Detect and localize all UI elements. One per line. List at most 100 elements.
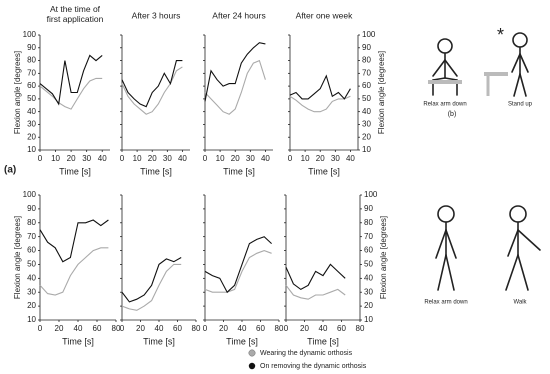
y-tick-label-right: 50 <box>362 94 371 103</box>
x-tick-label: 0 <box>203 324 208 333</box>
y-axis-label: Flexion angle [degrees] <box>377 51 386 134</box>
legend-swatch <box>248 362 256 370</box>
x-tick-label: 20 <box>148 154 157 163</box>
x-tick-label: 30 <box>82 154 91 163</box>
legend-label: Wearing the dynamic orthosis <box>260 350 353 357</box>
x-tick-label: 30 <box>246 154 255 163</box>
y-tick-label-right: 30 <box>364 287 373 296</box>
x-tick-label: 40 <box>346 154 355 163</box>
x-tick-label: 80 <box>275 324 284 333</box>
y-tick-label-right: 80 <box>362 56 371 65</box>
y-tick-label-right: 60 <box>364 246 373 255</box>
y-tick-label: 90 <box>27 204 36 213</box>
x-axis-label: Time [s] <box>62 336 94 346</box>
chart-title: After 3 hours <box>132 10 181 20</box>
pose-walk-bottom <box>505 205 541 291</box>
x-tick-label: 30 <box>163 154 172 163</box>
y-tick-label: 100 <box>23 30 37 39</box>
data-line <box>121 60 183 108</box>
y-tick-label: 20 <box>27 301 36 310</box>
legend-label: On removing the dynamic orthosis <box>260 363 367 370</box>
data-line <box>204 236 272 294</box>
pose-label: Relax arm down <box>424 300 467 306</box>
pose-label: Stand up <box>508 102 533 108</box>
x-tick-label: 40 <box>238 324 247 333</box>
x-tick-label: 10 <box>301 154 310 163</box>
y-tick-label-right: 10 <box>362 145 371 154</box>
y-tick-label-right: 40 <box>362 107 371 116</box>
y-tick-label: 50 <box>27 260 36 269</box>
y-axis-label: Flexion angle [degrees] <box>379 216 388 299</box>
y-tick-label: 10 <box>27 145 36 154</box>
x-axis-label: Time [s] <box>59 166 91 176</box>
y-tick-label-right: 20 <box>362 132 371 141</box>
legend-swatch <box>248 349 256 357</box>
y-tick-label-right: 100 <box>362 30 376 39</box>
x-axis-label: Time [s] <box>143 336 175 346</box>
pose-label: Walk <box>513 300 527 306</box>
y-tick-label-right: 90 <box>362 43 371 52</box>
x-tick-label: 20 <box>136 324 145 333</box>
pose-label: Relax arm down <box>423 102 466 108</box>
x-axis-label: Time [s] <box>307 336 339 346</box>
x-tick-label: 60 <box>173 324 182 333</box>
panel-label: (a) <box>4 165 16 176</box>
pose-relax-top <box>428 38 462 96</box>
data-line <box>121 263 182 311</box>
x-tick-label: 20 <box>300 324 309 333</box>
x-tick-label: 30 <box>331 154 340 163</box>
data-line <box>285 263 346 291</box>
chart-title: After one week <box>296 10 353 20</box>
data-line <box>39 54 103 106</box>
y-tick-label: 80 <box>27 56 36 65</box>
y-tick-label: 80 <box>27 218 36 227</box>
y-axis-label: Flexion angle [degrees] <box>13 216 22 299</box>
x-tick-label: 60 <box>337 324 346 333</box>
y-tick-label-right: 30 <box>362 120 371 129</box>
y-tick-label-right: 20 <box>364 301 373 310</box>
y-tick-label-right: 60 <box>362 81 371 90</box>
data-line <box>39 247 109 296</box>
x-tick-label: 20 <box>316 154 325 163</box>
x-axis-label: Time [s] <box>223 166 255 176</box>
x-tick-label: 10 <box>216 154 225 163</box>
x-tick-label: 0 <box>120 324 125 333</box>
panel-label: (b) <box>448 111 457 118</box>
x-tick-label: 60 <box>256 324 265 333</box>
y-tick-label-right: 50 <box>364 260 373 269</box>
x-axis-label: Time [s] <box>226 336 258 346</box>
pose-relax-bottom <box>435 205 457 291</box>
svg-text:*: * <box>497 25 504 45</box>
y-tick-label: 10 <box>27 315 36 324</box>
x-tick-label: 40 <box>261 154 270 163</box>
x-tick-label: 80 <box>192 324 201 333</box>
y-tick-label: 100 <box>23 190 37 199</box>
x-tick-label: 10 <box>51 154 60 163</box>
x-tick-label: 20 <box>219 324 228 333</box>
y-tick-label-right: 40 <box>364 273 373 282</box>
x-tick-label: 60 <box>93 324 102 333</box>
y-tick-label-right: 80 <box>364 218 373 227</box>
x-tick-label: 40 <box>178 154 187 163</box>
x-tick-label: 80 <box>112 324 121 333</box>
y-tick-label-right: 100 <box>364 190 378 199</box>
y-tick-label-right: 10 <box>364 315 373 324</box>
x-tick-label: 20 <box>55 324 64 333</box>
x-tick-label: 0 <box>203 154 208 163</box>
chart-title: At the time of first application <box>47 4 104 24</box>
data-line <box>289 95 351 113</box>
y-tick-label: 40 <box>27 273 36 282</box>
x-tick-label: 20 <box>67 154 76 163</box>
x-axis-label: Time [s] <box>140 166 172 176</box>
data-line <box>204 59 266 115</box>
y-tick-label: 30 <box>27 287 36 296</box>
y-axis-label: Flexion angle [degrees] <box>13 51 22 134</box>
x-tick-label: 0 <box>120 154 125 163</box>
x-tick-label: 40 <box>74 324 83 333</box>
data-line <box>121 66 183 115</box>
x-tick-label: 10 <box>133 154 142 163</box>
y-tick-label: 20 <box>27 132 36 141</box>
y-tick-label: 30 <box>27 120 36 129</box>
y-tick-label: 90 <box>27 43 36 52</box>
